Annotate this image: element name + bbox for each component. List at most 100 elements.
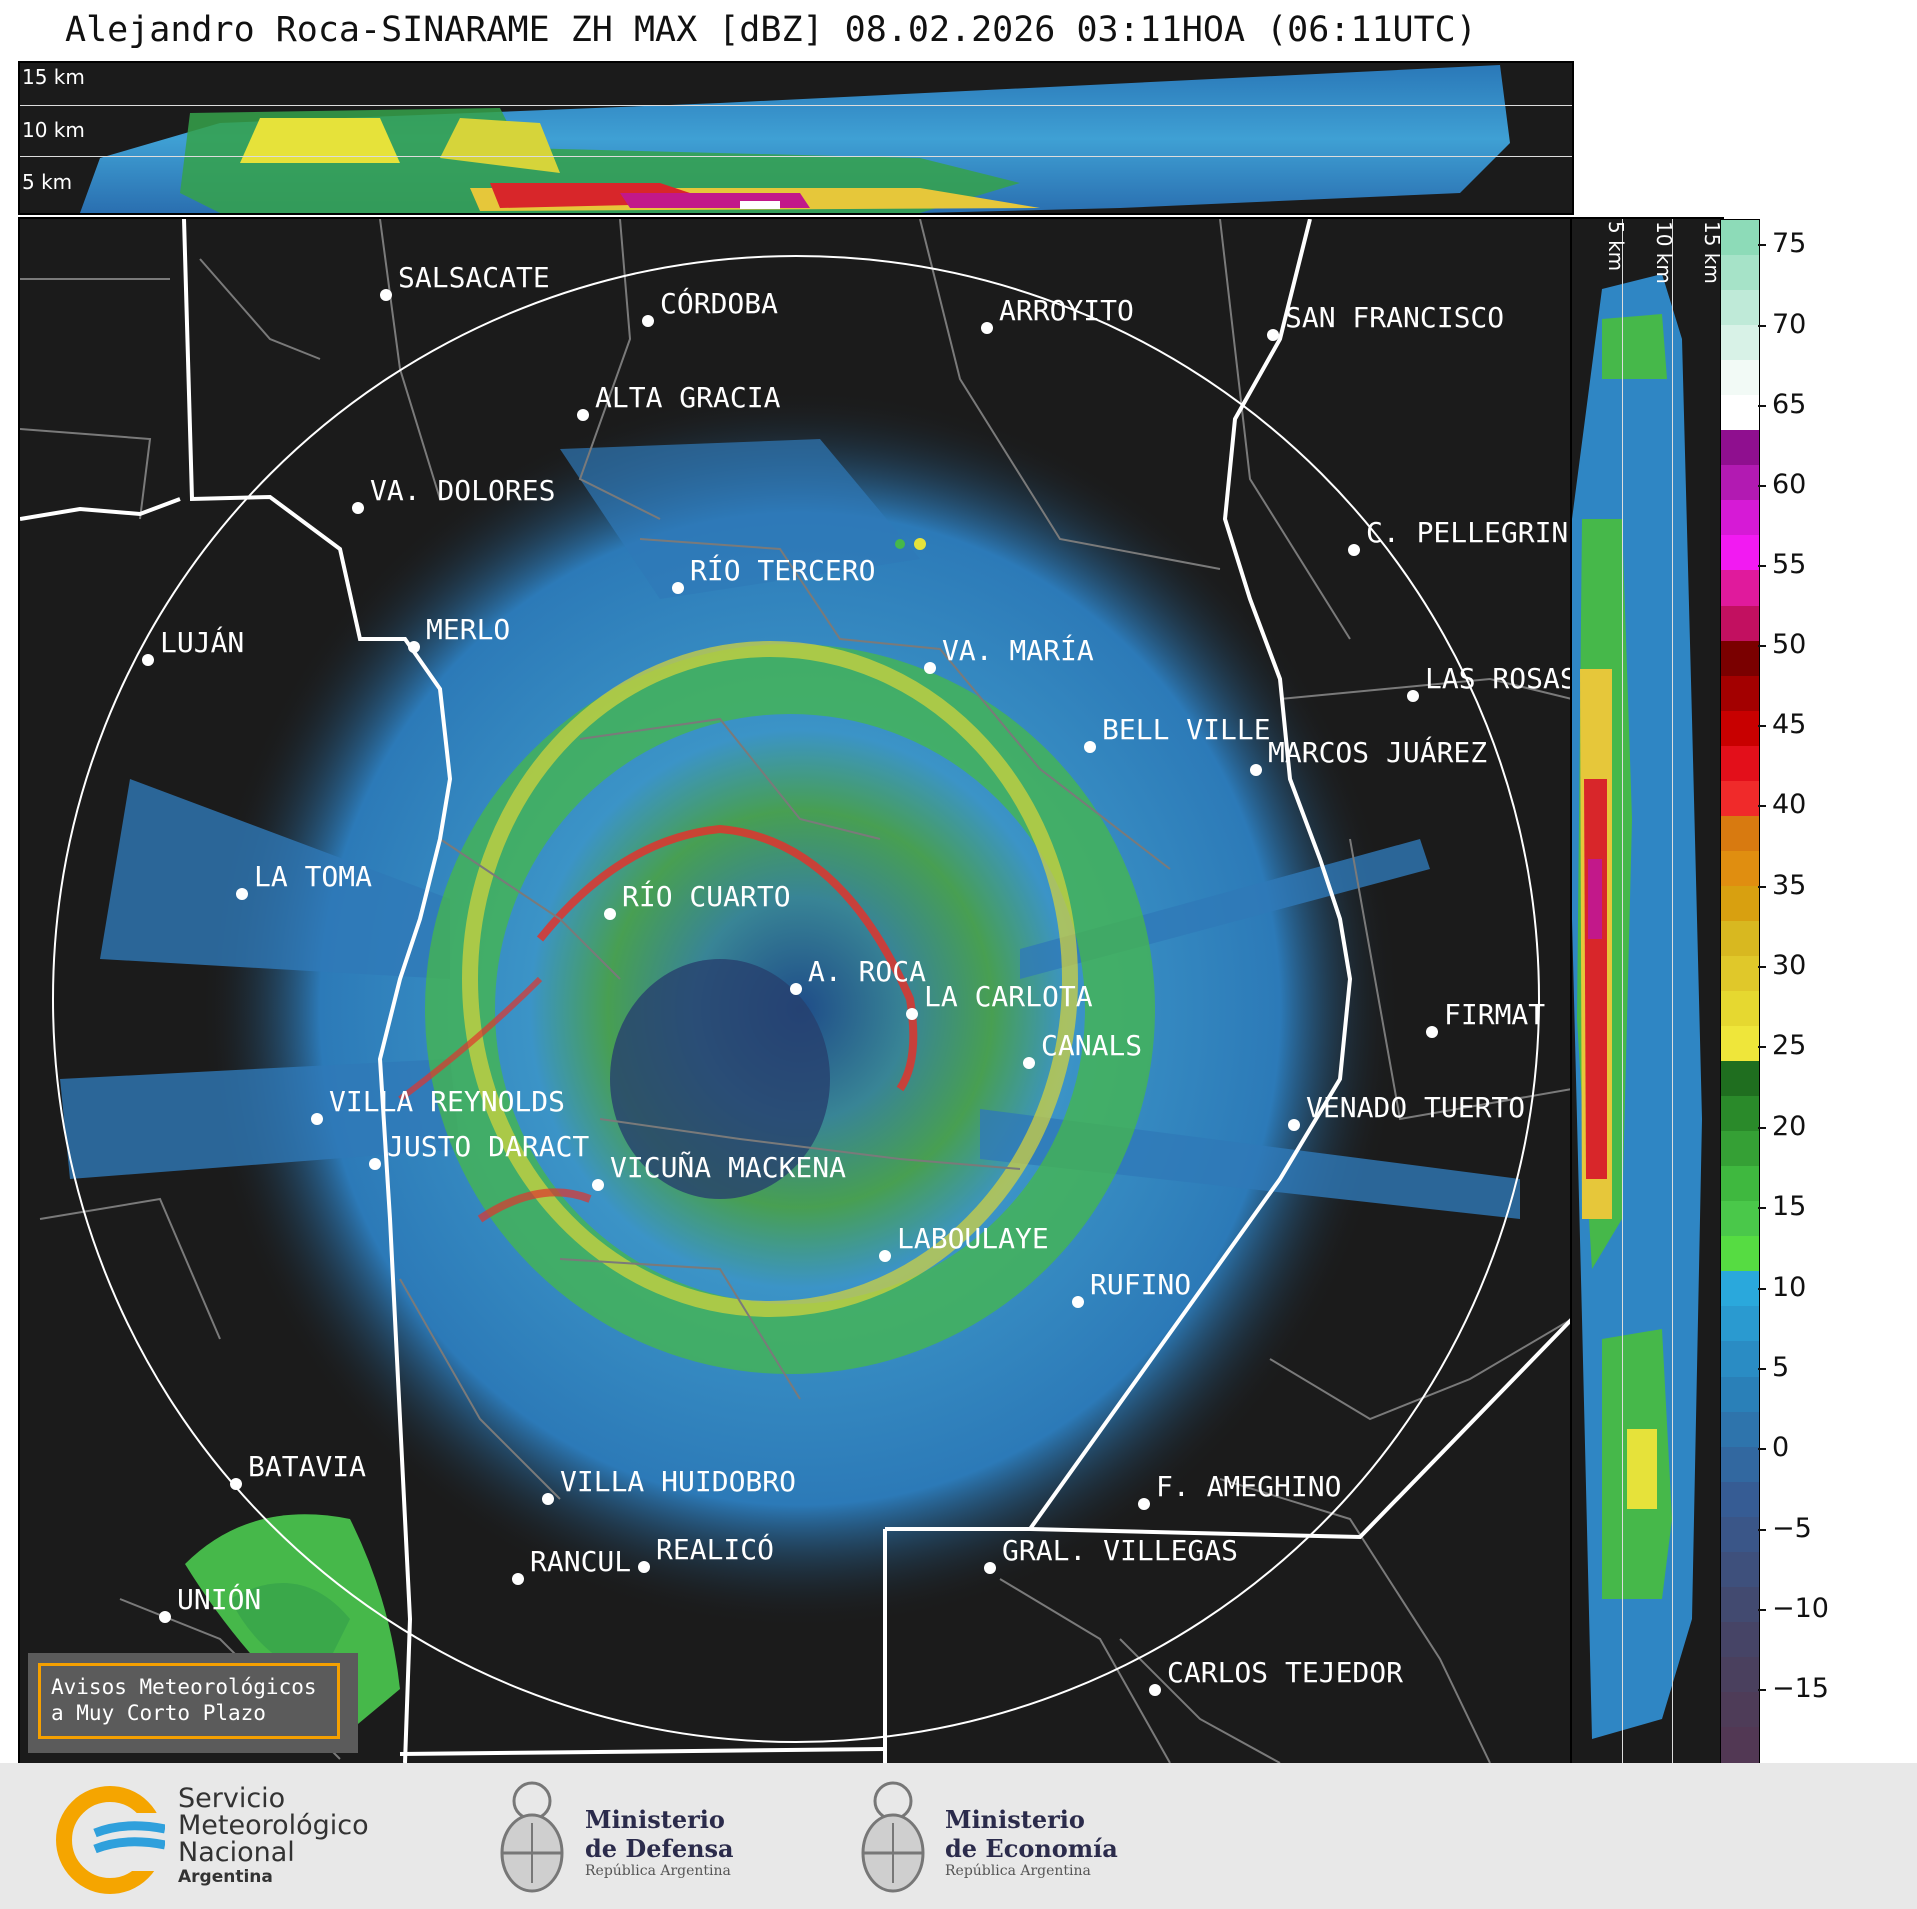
colorbar-band — [1721, 1201, 1759, 1238]
colorbar-tick-label: 60 — [1772, 469, 1807, 500]
city-marker: ALTA GRACIA — [577, 381, 781, 421]
city-dot — [1288, 1119, 1300, 1131]
city-label: MERLO — [426, 613, 510, 646]
warning-text[interactable]: Avisos Meteorológicos a Muy Corto Plazo — [38, 1663, 340, 1739]
colorbar-band — [1721, 1411, 1759, 1448]
city-label: LA TOMA — [254, 860, 372, 893]
city-label: SAN FRANCISCO — [1285, 301, 1504, 334]
colorbar-band — [1721, 220, 1759, 257]
smn-line1: Servicio — [178, 1783, 286, 1814]
colorbar-band — [1721, 1551, 1759, 1588]
radar-map[interactable]: SALSACATE CÓRDOBA ARROYITO SAN FRANCISCO ALT… — [18, 217, 1574, 1765]
colorbar-band — [1721, 1306, 1759, 1343]
colorbar-band — [1721, 1586, 1759, 1623]
colorbar-band — [1721, 991, 1759, 1028]
city-dot — [1149, 1684, 1161, 1696]
side-km-15: 15 km — [1700, 221, 1724, 284]
colorbar-tick-label: 55 — [1772, 549, 1807, 580]
range-ring — [52, 255, 1540, 1743]
city-dot — [642, 315, 654, 327]
city-dot — [380, 289, 392, 301]
city-dot — [1348, 544, 1360, 556]
city-label: LABOULAYE — [897, 1222, 1049, 1255]
city-label: JUSTO DARACT — [387, 1130, 589, 1163]
colorbar-band — [1721, 1271, 1759, 1308]
city-dot — [159, 1611, 171, 1623]
radar-echo-field — [60, 389, 1520, 1739]
city-label: CARLOS TEJEDOR — [1167, 1656, 1403, 1689]
city-marker: MERLO — [408, 613, 510, 653]
city-marker: GRAL. VILLEGAS — [984, 1534, 1238, 1574]
city-marker: ARROYITO — [981, 294, 1134, 334]
defensa-shield-icon — [500, 1781, 564, 1893]
city-dot — [142, 654, 154, 666]
city-label: GRAL. VILLEGAS — [1002, 1534, 1238, 1567]
city-marker: JUSTO DARACT — [369, 1130, 589, 1170]
city-dot — [1426, 1026, 1438, 1038]
city-marker: SALSACATE — [380, 261, 550, 301]
colorbar-band — [1721, 1061, 1759, 1098]
city-dot — [981, 322, 993, 334]
colorbar-band — [1721, 290, 1759, 327]
colorbar-tick — [1758, 244, 1766, 246]
city-label: CÓRDOBA — [660, 286, 778, 320]
colorbar-tick — [1758, 485, 1766, 487]
city-marker: RÍO CUARTO — [604, 879, 791, 920]
defensa-line2: de Defensa — [585, 1834, 734, 1863]
city-label: A. ROCA — [808, 955, 926, 988]
city-dot — [230, 1478, 242, 1490]
province-boundaries — [20, 219, 1572, 1763]
colorbar-band — [1721, 920, 1759, 957]
city-dot — [984, 1562, 996, 1574]
city-dot — [236, 888, 248, 900]
colorbar-band — [1721, 1621, 1759, 1658]
smn-line3: Nacional — [178, 1837, 295, 1868]
colorbar-tick — [1758, 1609, 1766, 1611]
colorbar-tick — [1758, 725, 1766, 727]
city-marker: FIRMAT — [1426, 998, 1545, 1038]
colorbar-band — [1721, 430, 1759, 467]
colorbar-band — [1721, 815, 1759, 852]
city-label: VENADO TUERTO — [1306, 1091, 1525, 1124]
colorbar-tick-label: 20 — [1772, 1111, 1807, 1142]
colorbar-tick — [1758, 1207, 1766, 1209]
colorbar-band — [1721, 850, 1759, 887]
city-label: VA. DOLORES — [370, 474, 555, 507]
city-marker: LA CARLOTA — [906, 980, 1093, 1020]
colorbar-tick-label: −10 — [1772, 1593, 1829, 1624]
warning-box[interactable]: Avisos Meteorológicos a Muy Corto Plazo — [28, 1653, 358, 1753]
city-label: REALICÓ — [656, 1532, 774, 1566]
city-marker: F. AMEGHINO — [1138, 1470, 1341, 1510]
colorbar-tick-label: 25 — [1772, 1030, 1807, 1061]
city-marker: VILLA HUIDOBRO — [542, 1465, 796, 1505]
city-marker: MARCOS JUÁREZ — [1250, 735, 1487, 776]
city-dot — [512, 1573, 524, 1585]
colorbar-tick — [1758, 1448, 1766, 1450]
colorbar-band — [1721, 1341, 1759, 1378]
city-dot — [542, 1493, 554, 1505]
city-marker: UNIÓN — [159, 1582, 261, 1623]
colorbar-tick-label: 0 — [1772, 1432, 1790, 1463]
city-marker: VA. MARÍA — [924, 633, 1094, 674]
colorbar-tick-label: −5 — [1772, 1513, 1812, 1544]
city-dot — [924, 662, 936, 674]
colorbar-tick-label: 40 — [1772, 789, 1807, 820]
city-dot — [369, 1158, 381, 1170]
colorbar-band — [1721, 1481, 1759, 1518]
city-label: RANCUL — [530, 1545, 631, 1578]
economia-line2: de Economía — [945, 1834, 1118, 1863]
colorbar-band — [1721, 605, 1759, 642]
map-title: Alejandro Roca-SINARAME ZH MAX [dBZ] 08.… — [65, 10, 1477, 50]
colorbar-tick-label: 50 — [1772, 629, 1807, 660]
city-marker: RUFINO — [1072, 1268, 1191, 1308]
colorbar-band — [1721, 255, 1759, 292]
colorbar-band — [1721, 465, 1759, 502]
colorbar-tick — [1758, 565, 1766, 567]
city-dot — [790, 983, 802, 995]
colorbar-band — [1721, 360, 1759, 397]
colorbar-tick — [1758, 1046, 1766, 1048]
colorbar-tick-label: 10 — [1772, 1272, 1807, 1303]
colorbar-tick-label: −15 — [1772, 1673, 1829, 1704]
city-dot — [1407, 690, 1419, 702]
colorbar-band — [1721, 885, 1759, 922]
